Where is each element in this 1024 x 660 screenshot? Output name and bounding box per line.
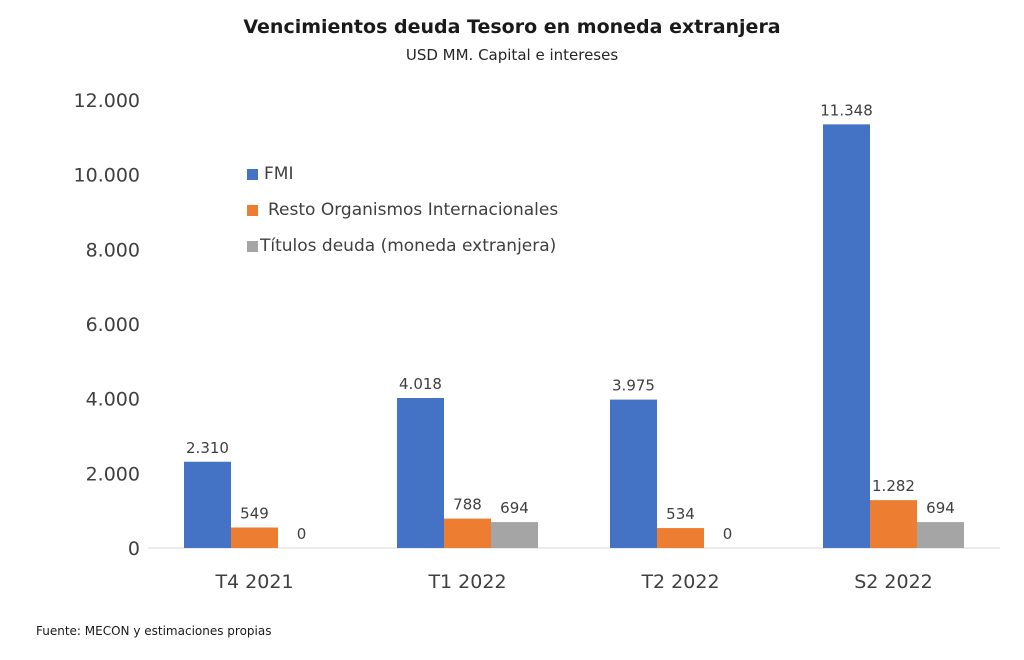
y-tick-label: 4.000 bbox=[86, 389, 140, 411]
x-tick-label: T2 2022 bbox=[640, 571, 719, 593]
bar bbox=[184, 461, 231, 548]
legend-label-fmi: FMI bbox=[264, 164, 294, 184]
y-tick-label: 10.000 bbox=[74, 165, 140, 187]
x-tick-label: T1 2022 bbox=[427, 571, 506, 593]
legend-item-titulos: Títulos deuda (moneda extranjera) bbox=[247, 228, 558, 264]
data-label: 694 bbox=[926, 499, 955, 517]
y-tick-label: 8.000 bbox=[86, 239, 140, 261]
data-label: 2.310 bbox=[186, 439, 229, 457]
legend-swatch-resto bbox=[247, 204, 258, 216]
y-tick-label: 2.000 bbox=[86, 463, 140, 485]
bar bbox=[823, 124, 870, 548]
source-note: Fuente: MECON y estimaciones propias bbox=[36, 624, 272, 638]
legend-label-resto: Resto Organismos Internacionales bbox=[268, 200, 559, 220]
chart-subtitle: USD MM. Capital e intereses bbox=[405, 46, 619, 64]
y-tick-label: 6.000 bbox=[86, 314, 140, 336]
bar bbox=[610, 399, 657, 548]
legend-label-titulos: Títulos deuda (moneda extranjera) bbox=[260, 236, 557, 256]
data-label: 0 bbox=[723, 525, 733, 543]
bar bbox=[917, 522, 964, 548]
legend-swatch-titulos bbox=[247, 240, 258, 252]
bar bbox=[491, 522, 538, 548]
y-tick-label: 12.000 bbox=[74, 90, 140, 112]
data-label: 11.348 bbox=[820, 101, 873, 119]
legend-swatch-fmi bbox=[247, 168, 258, 180]
y-tick-label: 0 bbox=[128, 538, 140, 560]
legend-item-fmi: FMI bbox=[247, 156, 558, 192]
bar bbox=[397, 397, 444, 548]
data-label: 1.282 bbox=[872, 477, 915, 495]
data-label: 788 bbox=[453, 496, 482, 514]
data-label: 549 bbox=[240, 505, 269, 523]
x-tick-label: T4 2021 bbox=[214, 571, 293, 593]
bar bbox=[231, 527, 278, 548]
data-label: 694 bbox=[500, 499, 529, 517]
bar bbox=[657, 528, 704, 548]
x-tick-label: S2 2022 bbox=[854, 571, 933, 593]
chart-title: Vencimientos deuda Tesoro en moneda extr… bbox=[243, 16, 781, 38]
legend-item-resto: Resto Organismos Internacionales bbox=[247, 192, 558, 228]
bar bbox=[870, 500, 917, 548]
chart-legend: FMI Resto Organismos Internacionales Tít… bbox=[247, 156, 558, 264]
data-label: 0 bbox=[297, 525, 307, 543]
data-label: 4.018 bbox=[399, 375, 442, 393]
data-label: 3.975 bbox=[612, 377, 655, 395]
data-label: 534 bbox=[666, 505, 695, 523]
bar bbox=[444, 518, 491, 548]
bar-chart: 0 2.000 4.000 6.000 8.000 10.000 12.000 2.310 54… bbox=[74, 90, 1000, 593]
